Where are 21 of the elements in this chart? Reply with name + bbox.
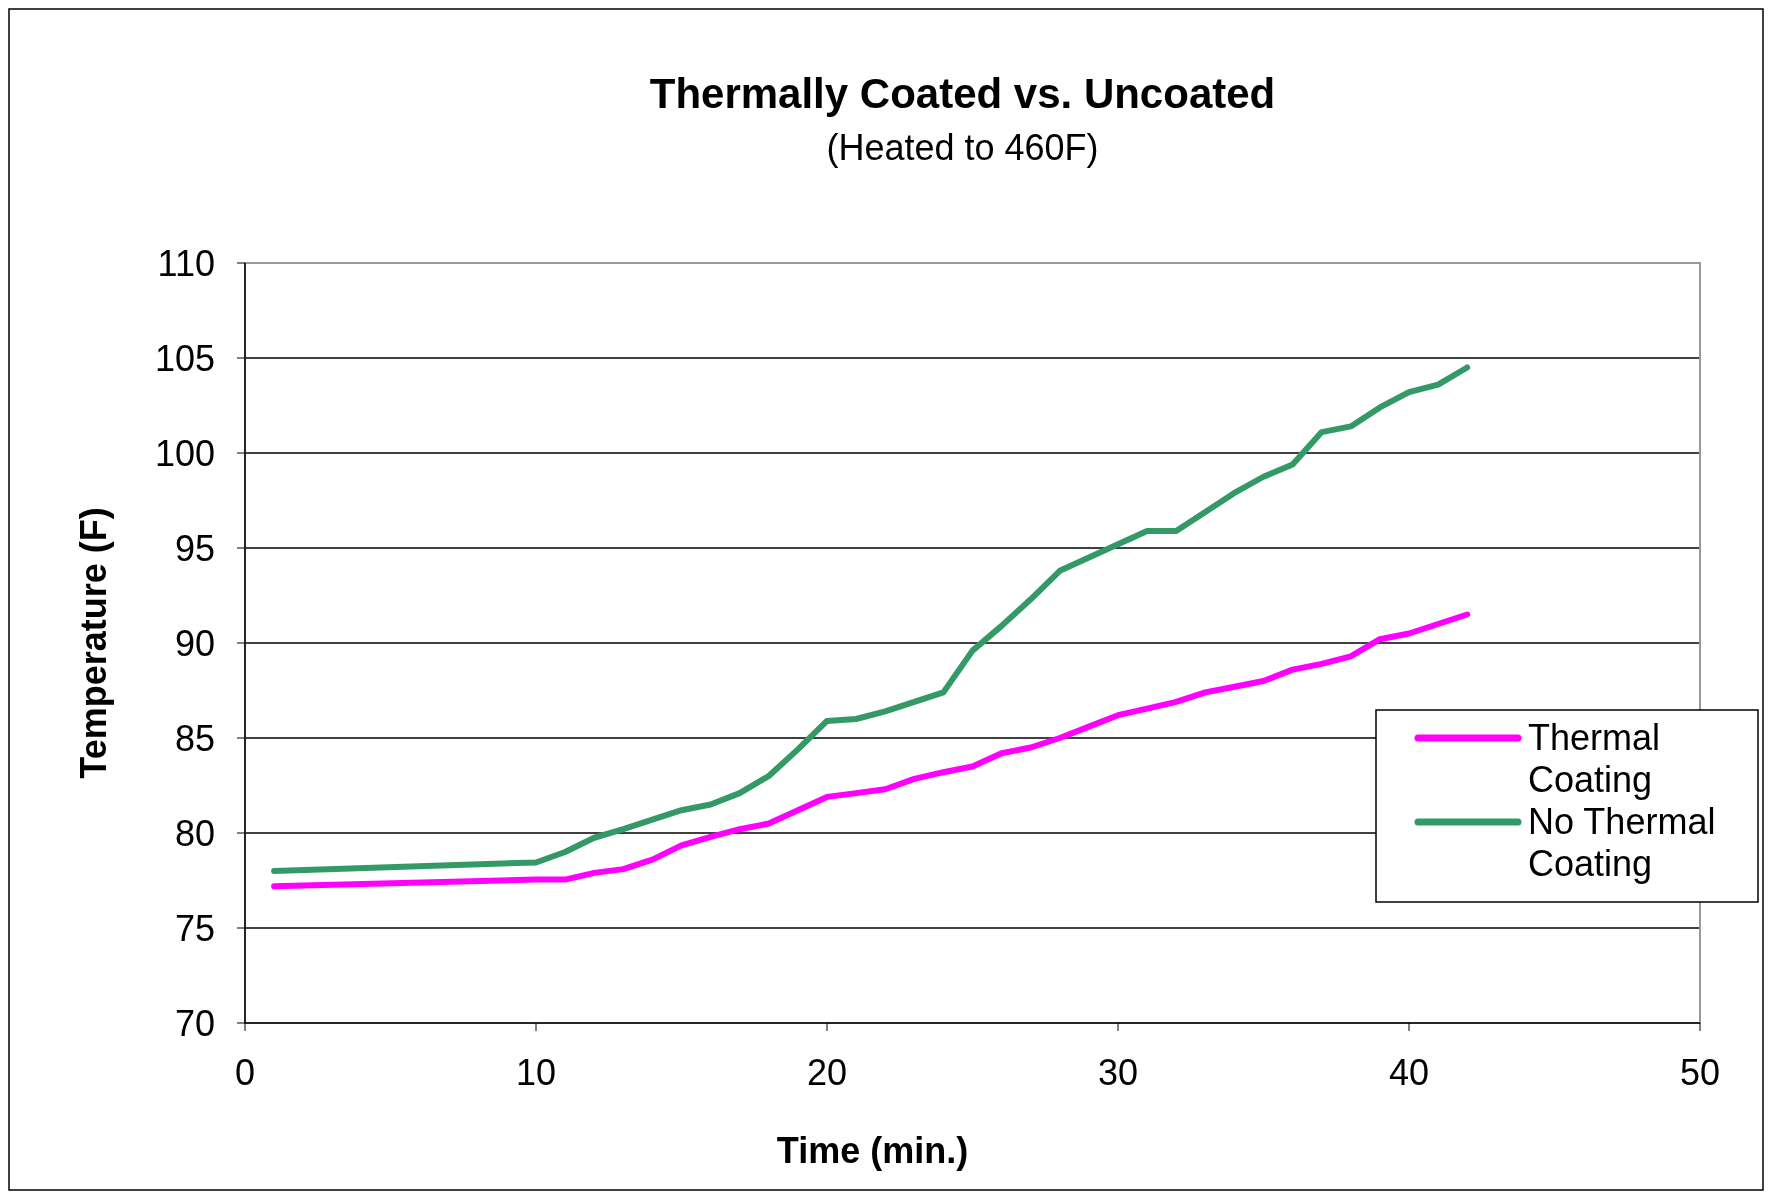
y-tick-label: 70 bbox=[174, 1002, 215, 1044]
chart-subtitle: (Heated to 460F) bbox=[826, 127, 1099, 168]
y-tick-label: 100 bbox=[154, 432, 215, 474]
x-tick-label: 20 bbox=[806, 1052, 848, 1093]
y-tick-label: 110 bbox=[157, 242, 215, 284]
chart-title: Thermally Coated vs. Uncoated bbox=[649, 70, 1276, 117]
y-tick-label: 75 bbox=[174, 907, 215, 949]
legend-label: Thermal Coating bbox=[1528, 717, 1661, 800]
y-tick-label: 85 bbox=[174, 717, 215, 759]
x-tick-label: 50 bbox=[1679, 1052, 1721, 1093]
x-tick-label: 40 bbox=[1388, 1052, 1430, 1093]
y-tick-label: 80 bbox=[174, 812, 215, 854]
x-axis-title: Time (min.) bbox=[776, 1130, 969, 1171]
y-axis-title: Temperature (F) bbox=[73, 507, 114, 779]
x-tick-label: 30 bbox=[1097, 1052, 1139, 1093]
x-tick-label: 0 bbox=[234, 1052, 256, 1093]
legend-label: No Thermal Coating bbox=[1528, 801, 1716, 884]
y-tick-label: 90 bbox=[174, 622, 215, 664]
x-tick-label: 10 bbox=[515, 1052, 557, 1093]
y-tick-label: 95 bbox=[174, 527, 215, 569]
y-tick-label: 105 bbox=[154, 337, 215, 379]
